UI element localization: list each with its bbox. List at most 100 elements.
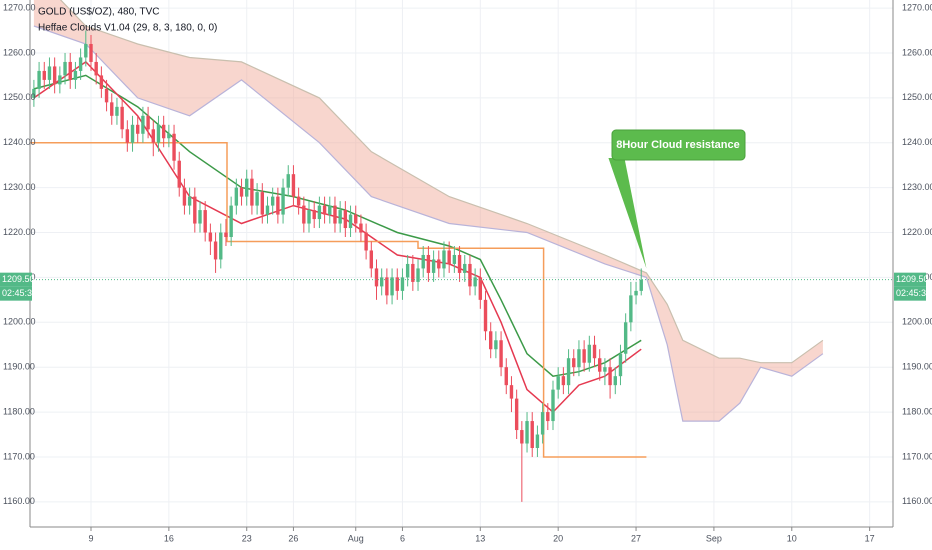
- x-tick-label: Sep: [706, 533, 722, 543]
- chart-title: GOLD (US$/OZ), 480, TVC: [38, 7, 160, 18]
- x-tick-label: 27: [631, 533, 641, 543]
- candle-body: [442, 250, 446, 269]
- countdown-badge: [0, 286, 32, 301]
- candle-body: [483, 299, 488, 332]
- candle-body: [369, 250, 374, 269]
- candle-body: [265, 205, 270, 215]
- candle-body: [359, 223, 363, 233]
- candle-body: [94, 61, 98, 76]
- candle-body: [530, 421, 534, 448]
- candle-body: [270, 196, 275, 206]
- candle-body: [540, 412, 545, 435]
- candle-body: [322, 205, 327, 215]
- candle-body: [338, 210, 342, 224]
- candle-body: [348, 214, 353, 229]
- candle-body: [193, 196, 197, 224]
- candle-body: [110, 102, 114, 116]
- candle-body: [120, 106, 124, 130]
- candle-body: [291, 174, 296, 197]
- candle-body: [566, 358, 571, 386]
- candle-body: [229, 205, 233, 238]
- candle-body: [130, 124, 135, 143]
- candle-body: [99, 75, 104, 89]
- y-tick-label: 1220.00: [3, 227, 36, 237]
- candle-body: [390, 277, 394, 296]
- candle-body: [312, 210, 316, 220]
- candle-body: [136, 124, 140, 134]
- y-tick-label: 1190.00: [902, 362, 932, 372]
- candle-body: [151, 129, 155, 143]
- candle-body: [219, 232, 223, 260]
- candle-body: [395, 277, 399, 291]
- candle-body: [473, 277, 477, 287]
- candle-body: [592, 344, 597, 359]
- candle-body: [416, 268, 420, 282]
- candle-body: [276, 196, 280, 215]
- candle-body: [400, 277, 405, 291]
- y-tick-label: 1180.00: [902, 406, 932, 416]
- y-tick-label: 1250.00: [902, 92, 932, 102]
- candle-body: [457, 254, 462, 273]
- y-tick-label: 1230.00: [3, 182, 36, 192]
- candle-body: [58, 75, 62, 85]
- candle-body: [343, 210, 348, 229]
- y-tick-label: 1240.00: [902, 137, 932, 147]
- candle-body: [172, 133, 176, 161]
- price-label: 1209.50: [896, 274, 929, 284]
- candle-body: [634, 290, 638, 296]
- x-tick-label: 10: [787, 533, 797, 543]
- candle-body: [608, 367, 612, 386]
- x-tick-label: 9: [88, 533, 93, 543]
- candle-body: [156, 124, 161, 143]
- y-tick-label: 1230.00: [902, 182, 932, 192]
- candle-body: [198, 210, 202, 224]
- candle-body: [452, 254, 457, 264]
- x-tick-label: 13: [475, 533, 485, 543]
- candle-body: [167, 133, 171, 139]
- candle-body: [213, 241, 218, 260]
- y-tick-label: 1220.00: [902, 227, 932, 237]
- x-tick-label: 23: [242, 533, 252, 543]
- candle-body: [629, 295, 633, 323]
- countdown-label: 02:45:34: [2, 288, 37, 298]
- candle-body: [535, 434, 540, 448]
- candle-body: [47, 66, 52, 80]
- candle-body: [187, 196, 192, 206]
- candle-body: [224, 232, 228, 238]
- candle-body: [431, 259, 436, 273]
- candle-body: [405, 263, 410, 278]
- candle-body: [514, 398, 519, 431]
- candle-body: [556, 376, 560, 390]
- y-tick-label: 1270.00: [3, 2, 36, 12]
- candle-body: [255, 192, 259, 206]
- cloud-fill: [33, 0, 823, 422]
- x-tick-label: 6: [400, 533, 405, 543]
- candle-body: [639, 279, 643, 291]
- candle-body: [504, 367, 508, 386]
- x-tick-label: Aug: [348, 533, 364, 543]
- y-tick-label: 1270.00: [902, 2, 932, 12]
- candle-body: [618, 353, 623, 377]
- candle-body: [623, 322, 628, 354]
- candle-body: [32, 88, 36, 98]
- candle-body: [499, 340, 503, 368]
- candle-body: [546, 412, 550, 422]
- candle-body: [63, 61, 67, 76]
- candle-body: [104, 88, 109, 103]
- candle-body: [125, 129, 130, 143]
- countdown-label: 02:45:34: [896, 288, 931, 298]
- annotation-pointer: [608, 158, 647, 269]
- candle-body: [364, 232, 368, 251]
- annotation-box: [611, 129, 746, 161]
- candle-body: [302, 205, 306, 224]
- candle-body: [385, 277, 389, 296]
- y-tick-label: 1190.00: [3, 362, 35, 372]
- candle-body: [286, 174, 290, 188]
- candle-body: [494, 340, 498, 350]
- candle-body: [161, 124, 166, 139]
- candle-body: [582, 349, 586, 363]
- candle-body: [42, 70, 46, 80]
- candle-body: [234, 187, 239, 206]
- x-tick-label: 17: [865, 533, 875, 543]
